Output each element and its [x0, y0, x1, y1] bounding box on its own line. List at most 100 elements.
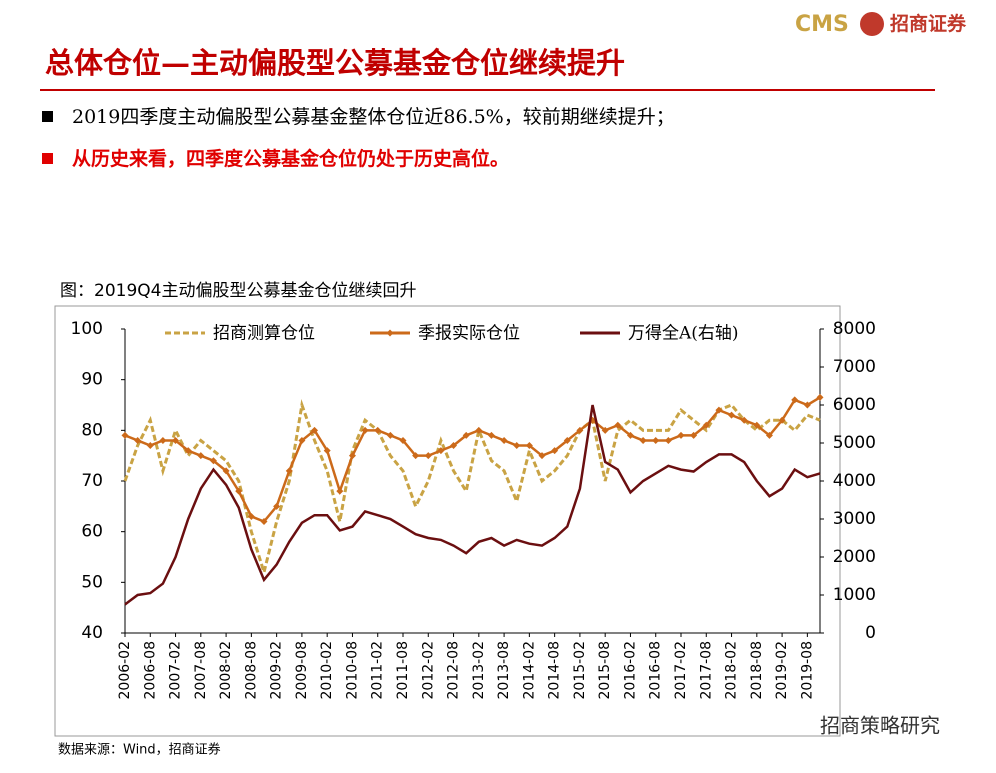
chart-title: 图：2019Q4主动偏股型公募基金仓位继续回升 — [60, 281, 416, 301]
point — [412, 452, 420, 460]
point — [690, 431, 698, 439]
point — [184, 447, 192, 455]
point — [172, 436, 180, 444]
x-tick-label: 2009-02 — [269, 641, 285, 700]
point — [702, 421, 710, 429]
point — [437, 447, 445, 455]
x-tick-label: 2017-08 — [698, 641, 714, 700]
y-tick-label: 60 — [81, 522, 103, 542]
x-tick-label: 2014-08 — [547, 641, 563, 700]
y-tick-label: 70 — [81, 471, 103, 491]
x-tick-label: 2010-08 — [344, 641, 360, 700]
y2-tick-label: 1000 — [833, 585, 876, 605]
point — [563, 436, 571, 444]
y2-tick-label: 8000 — [833, 319, 876, 339]
logo-icon — [860, 12, 884, 36]
slide-title: 总体仓位—主动偏股型公募基金仓位继续提升 — [45, 46, 625, 80]
legend-marker — [386, 329, 394, 337]
bullet-text: 2019四季度主动偏股型公募基金整体仓位近86.5%，较前期继续提升； — [72, 106, 675, 128]
y2-tick-label: 0 — [865, 623, 876, 643]
point — [601, 426, 609, 434]
point — [816, 393, 824, 401]
series-line — [123, 399, 821, 578]
chart-frame — [54, 305, 841, 737]
x-tick-label: 2018-08 — [749, 641, 765, 700]
y-tick-label: 40 — [81, 623, 103, 643]
point — [538, 452, 546, 460]
point — [159, 436, 167, 444]
source: 数据来源：Wind，招商证券 — [58, 742, 221, 758]
point — [247, 512, 255, 520]
x-tick-label: 2019-02 — [774, 641, 790, 700]
y-tick-label: 50 — [81, 572, 103, 592]
point — [235, 487, 243, 495]
point — [298, 436, 306, 444]
point — [791, 396, 799, 404]
point — [386, 431, 394, 439]
point — [146, 442, 154, 450]
x-tick-label: 2010-02 — [319, 641, 335, 700]
point — [323, 447, 331, 455]
x-tick-label: 2019-08 — [799, 641, 815, 700]
x-tick-label: 2017-02 — [673, 641, 689, 700]
x-tick-label: 2016-02 — [622, 641, 638, 700]
point — [652, 436, 660, 444]
point — [311, 426, 319, 434]
point — [677, 431, 685, 439]
point — [424, 452, 432, 460]
watermark: 招商策略研究 — [820, 714, 940, 738]
bullet-icon — [42, 111, 53, 122]
point — [222, 467, 230, 475]
point — [513, 442, 521, 450]
point — [121, 431, 129, 439]
y2-tick-label: 3000 — [833, 509, 876, 529]
x-tick-label: 2013-02 — [471, 641, 487, 700]
point — [374, 426, 382, 434]
legend-label: 季报实际仓位 — [418, 324, 520, 344]
x-tick-label: 2008-08 — [243, 641, 259, 700]
point — [664, 436, 672, 444]
point — [765, 431, 773, 439]
logo-text: CMS — [795, 12, 849, 37]
x-tick-label: 2006-08 — [142, 641, 158, 700]
point — [626, 431, 634, 439]
x-tick-label: 2015-08 — [597, 641, 613, 700]
point — [614, 421, 622, 429]
point — [500, 436, 508, 444]
point — [209, 457, 217, 465]
x-tick-label: 2011-08 — [395, 641, 411, 700]
point — [740, 416, 748, 424]
x-tick-label: 2015-02 — [572, 641, 588, 700]
y-tick-label: 100 — [71, 319, 103, 339]
point — [273, 502, 281, 510]
point — [525, 442, 533, 450]
point — [348, 452, 356, 460]
y-tick-label: 80 — [81, 420, 103, 440]
x-tick-label: 2007-08 — [193, 641, 209, 700]
y2-tick-label: 4000 — [833, 471, 876, 491]
y2-tick-label: 7000 — [833, 357, 876, 377]
x-tick-label: 2018-02 — [724, 641, 740, 700]
point — [450, 442, 458, 450]
point — [487, 431, 495, 439]
point — [134, 436, 142, 444]
series-line — [124, 396, 821, 524]
point — [639, 436, 647, 444]
x-tick-label: 2016-08 — [648, 641, 664, 700]
legend-label: 万得全A(右轴) — [628, 324, 739, 344]
x-tick-label: 2008-02 — [218, 641, 234, 700]
point — [197, 452, 205, 460]
x-tick-label: 2014-02 — [521, 641, 537, 700]
x-tick-label: 2009-08 — [294, 641, 310, 700]
logo-name: 招商证券 — [890, 12, 967, 35]
point — [551, 447, 559, 455]
legend-label: 招商测算仓位 — [213, 324, 315, 344]
point — [399, 436, 407, 444]
point — [728, 411, 736, 419]
point — [462, 431, 470, 439]
x-tick-label: 2007-02 — [168, 641, 184, 700]
series-line — [124, 404, 821, 606]
x-tick-label: 2013-08 — [496, 641, 512, 700]
point — [715, 406, 723, 414]
